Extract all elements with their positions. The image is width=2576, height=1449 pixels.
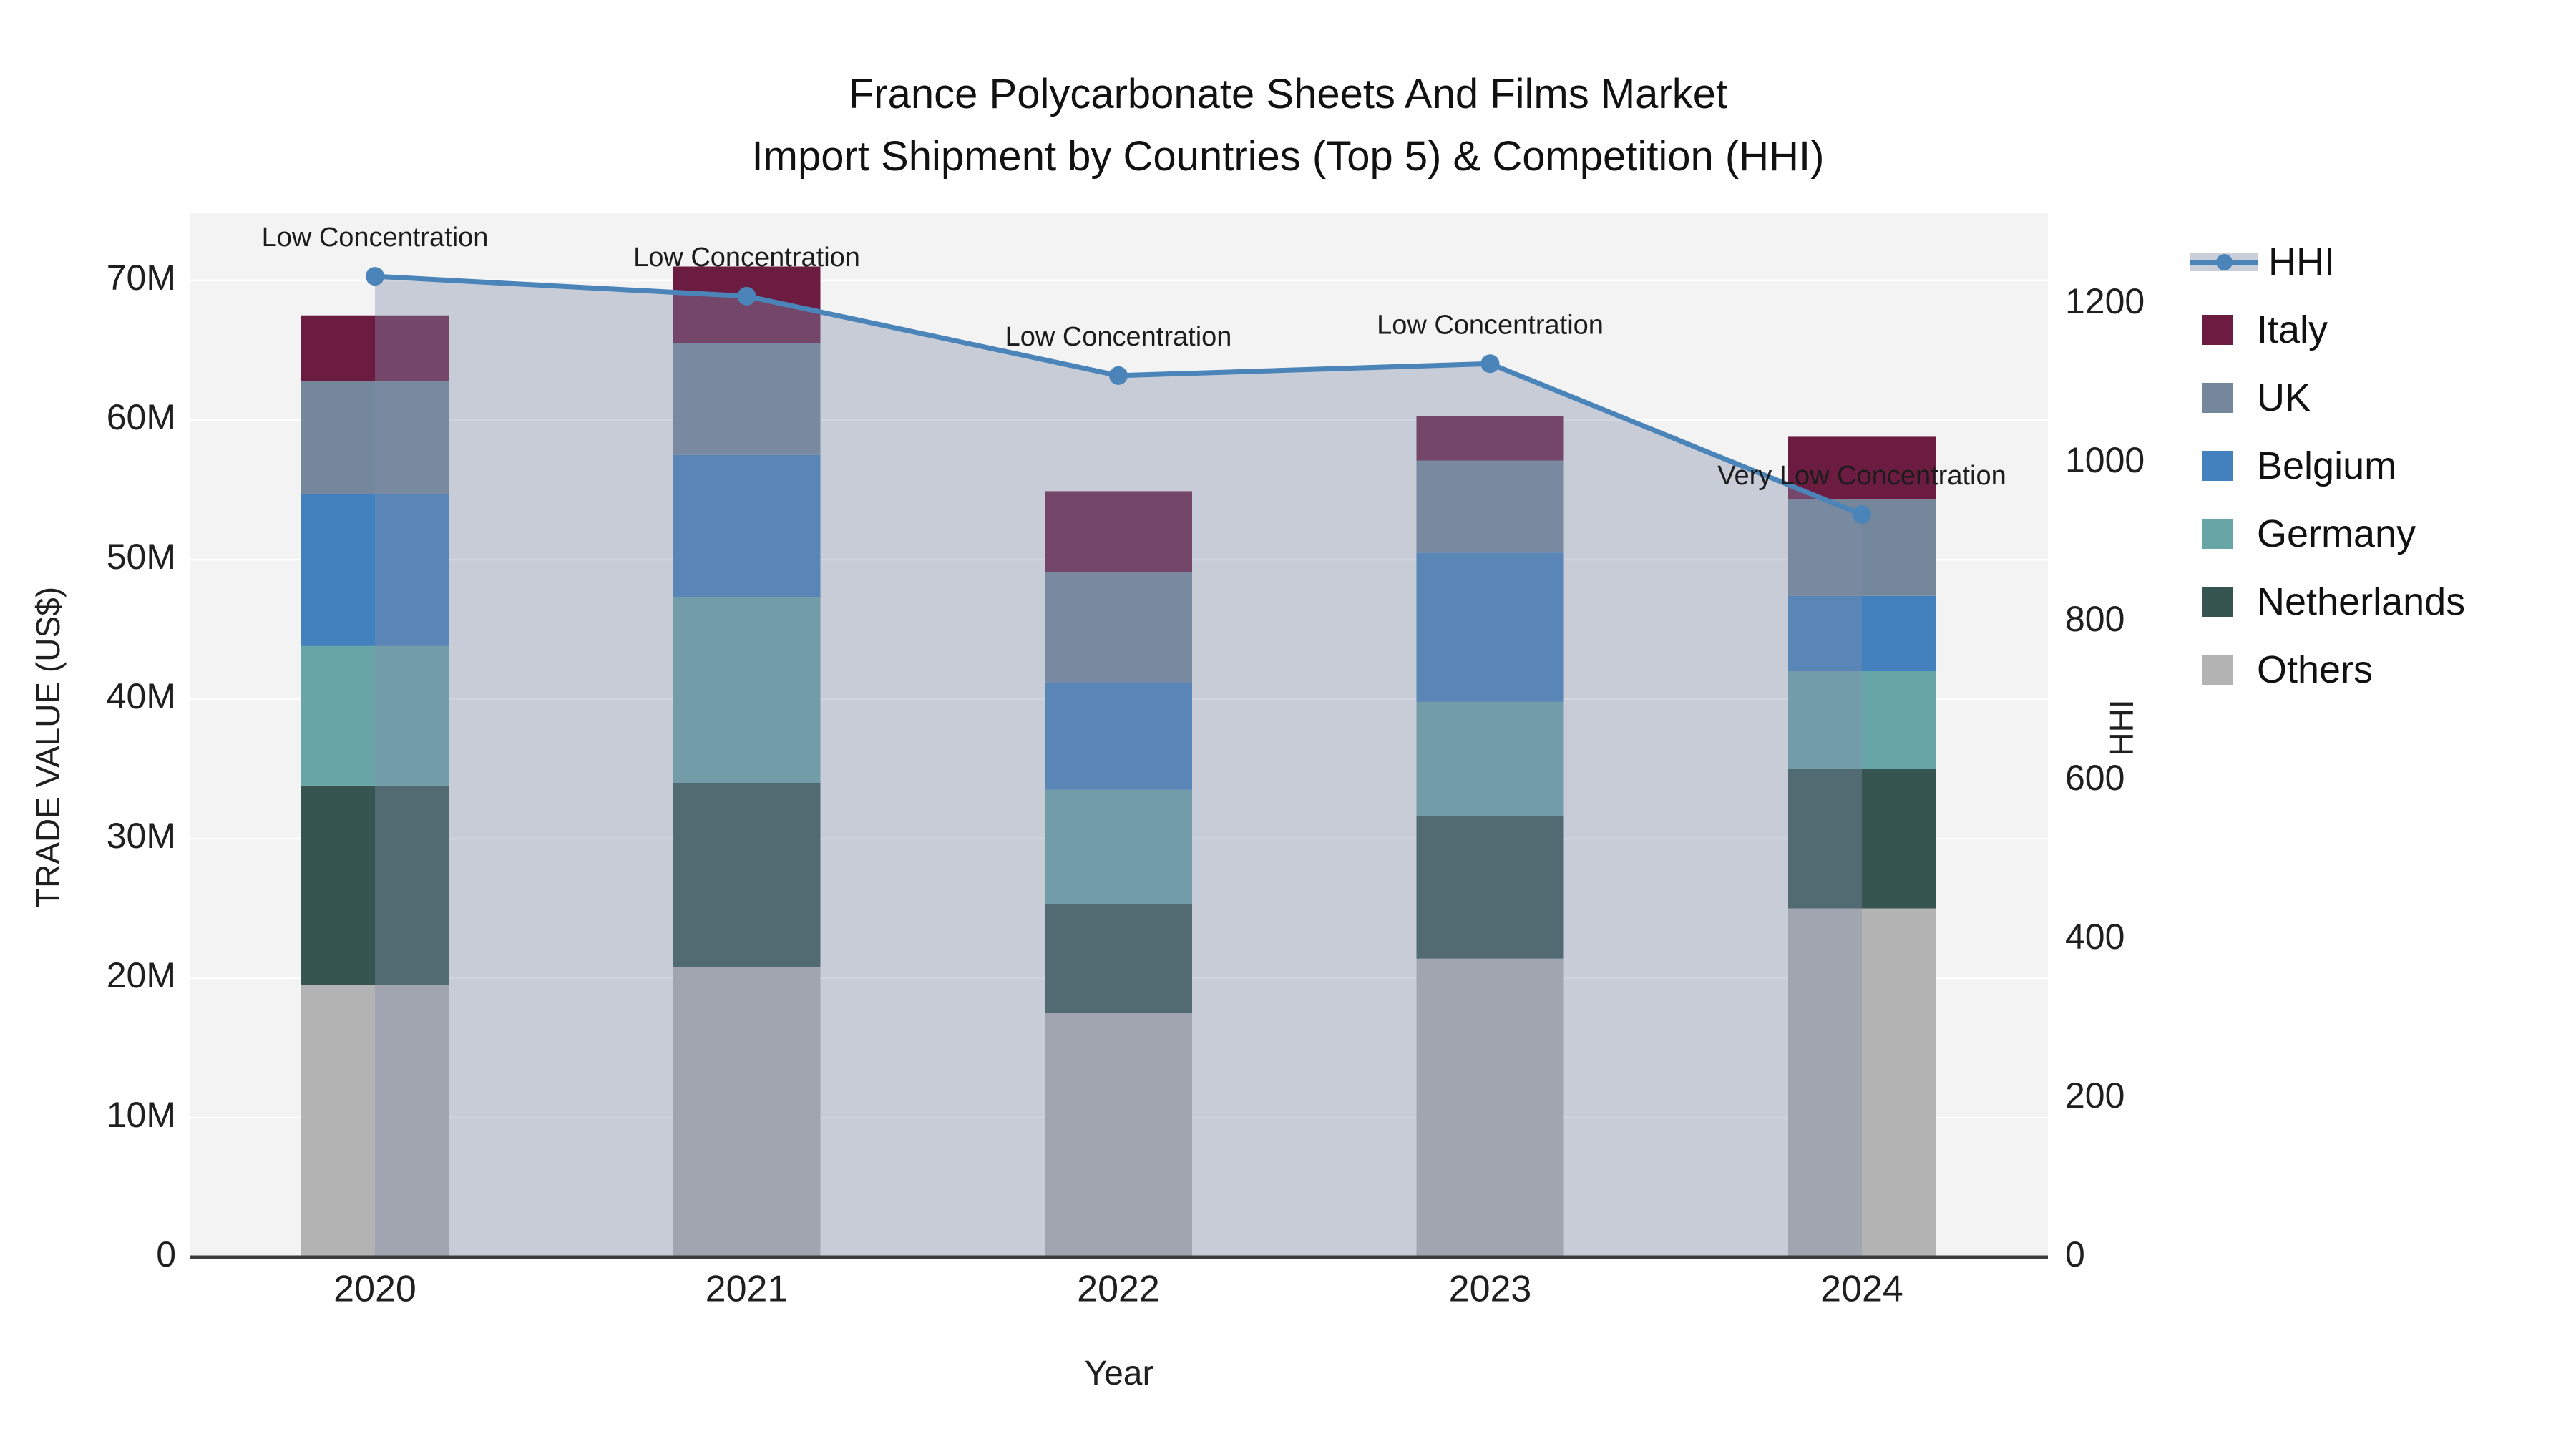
legend-swatch-others	[2202, 654, 2233, 685]
legend-swatch-netherlands	[2202, 586, 2233, 617]
x-axis-title: Year	[1084, 1355, 1154, 1392]
chart-title: France Polycarbonate Sheets And Films Ma…	[0, 63, 2576, 187]
bar-2021-uk[interactable]	[673, 343, 821, 455]
bar-2020-uk[interactable]	[301, 381, 449, 494]
bar-2021-others[interactable]	[673, 967, 821, 1257]
bar-2022-uk[interactable]	[1045, 572, 1192, 683]
legend-item-italy[interactable]: Italy	[2202, 296, 2465, 364]
legend-swatch-uk	[2202, 382, 2233, 413]
annotation-2022: Low Concentration	[1005, 322, 1232, 352]
legend-item-hhi[interactable]: HHI	[2190, 228, 2465, 296]
bar-2020-others[interactable]	[301, 985, 449, 1257]
bar-2022-others[interactable]	[1045, 1013, 1192, 1257]
bar-2021-netherlands[interactable]	[673, 783, 821, 967]
legend-item-others[interactable]: Others	[2202, 635, 2465, 703]
bar-2023-italy[interactable]	[1416, 416, 1564, 461]
left-tick-label: 60M	[107, 397, 176, 437]
x-tick-label-2021: 2021	[706, 1269, 789, 1310]
bar-2022-belgium[interactable]	[1045, 682, 1192, 790]
chart-title-line-2: Import Shipment by Countries (Top 5) & C…	[751, 133, 1825, 180]
hhi-area-fill	[375, 276, 1862, 1257]
legend-label-others: Others	[2257, 648, 2373, 691]
chart-title-line-1: France Polycarbonate Sheets And Films Ma…	[848, 71, 1728, 117]
annotation-2023: Low Concentration	[1377, 310, 1604, 340]
bar-2024-netherlands[interactable]	[1788, 769, 1936, 909]
legend-item-uk[interactable]: UK	[2202, 364, 2465, 431]
hhi-marker-2020[interactable]	[366, 267, 384, 286]
legend-item-belgium[interactable]: Belgium	[2202, 431, 2465, 499]
bar-2023-uk[interactable]	[1416, 460, 1564, 553]
bar-2024-belgium[interactable]	[1788, 595, 1936, 671]
legend-label-netherlands: Netherlands	[2257, 580, 2466, 623]
bar-2024-germany[interactable]	[1788, 671, 1936, 769]
right-tick-label: 1200	[2065, 281, 2145, 321]
bar-2023-netherlands[interactable]	[1416, 816, 1564, 959]
right-tick-label: 600	[2065, 758, 2124, 798]
bar-2023-others[interactable]	[1416, 958, 1564, 1257]
right-tick-label: 200	[2065, 1075, 2124, 1116]
legend-label-hhi: HHI	[2268, 240, 2335, 283]
bar-2023-belgium[interactable]	[1416, 552, 1564, 702]
right-axis-title: HHI	[2103, 699, 2140, 756]
legend: HHI Italy UK Belgium Germany Netherlands Other…	[2190, 228, 2465, 703]
legend-item-netherlands[interactable]: Netherlands	[2202, 567, 2465, 635]
bar-2021-germany[interactable]	[673, 597, 821, 783]
legend-label-belgium: Belgium	[2257, 444, 2397, 487]
left-tick-label: 0	[156, 1234, 176, 1274]
bar-2024-italy[interactable]	[1788, 436, 1936, 500]
hhi-marker-2023[interactable]	[1480, 354, 1500, 374]
hhi-marker-2021[interactable]	[737, 286, 756, 306]
left-tick-label: 10M	[107, 1095, 176, 1135]
bar-2020-italy[interactable]	[301, 315, 449, 381]
bar-2020-germany[interactable]	[301, 645, 449, 786]
left-tick-label: 20M	[107, 955, 176, 995]
annotation-2020: Low Concentration	[262, 223, 489, 253]
left-axis-title: TRADE VALUE (US$)	[29, 586, 67, 908]
left-tick-label: 50M	[107, 537, 176, 577]
legend-label-germany: Germany	[2257, 512, 2416, 555]
bar-2020-belgium[interactable]	[301, 494, 449, 646]
bar-2020-netherlands[interactable]	[301, 785, 449, 985]
left-tick-label: 40M	[107, 676, 176, 716]
left-tick-label: 70M	[107, 258, 176, 298]
legend-swatch-italy	[2202, 314, 2233, 345]
hhi-marker-2024[interactable]	[1853, 505, 1871, 525]
hhi-marker-2022[interactable]	[1109, 366, 1128, 385]
legend-label-italy: Italy	[2257, 308, 2328, 351]
legend-item-germany[interactable]: Germany	[2202, 499, 2465, 567]
left-tick-label: 30M	[107, 816, 176, 856]
legend-swatch-germany	[2202, 518, 2233, 549]
right-tick-label: 800	[2065, 599, 2124, 639]
x-tick-label-2023: 2023	[1449, 1269, 1532, 1310]
x-tick-label-2024: 2024	[1820, 1269, 1903, 1310]
x-tick-label-2022: 2022	[1077, 1269, 1160, 1310]
bar-2022-netherlands[interactable]	[1045, 904, 1192, 1013]
bar-2021-belgium[interactable]	[673, 454, 821, 597]
legend-swatch-belgium	[2202, 450, 2233, 481]
annotation-2024: Very Low Concentration	[1717, 461, 2006, 491]
x-tick-label-2020: 2020	[333, 1269, 416, 1310]
right-tick-label: 0	[2065, 1234, 2085, 1274]
right-tick-label: 1000	[2065, 440, 2145, 480]
annotation-2021: Low Concentration	[633, 243, 860, 273]
hhi-line-legend-icon	[2190, 245, 2258, 278]
bar-2022-germany[interactable]	[1045, 789, 1192, 904]
bar-2023-germany[interactable]	[1416, 701, 1564, 816]
bar-2024-others[interactable]	[1788, 908, 1936, 1258]
bar-2022-italy[interactable]	[1045, 491, 1192, 572]
legend-label-uk: UK	[2257, 376, 2311, 419]
right-tick-label: 400	[2065, 917, 2124, 957]
